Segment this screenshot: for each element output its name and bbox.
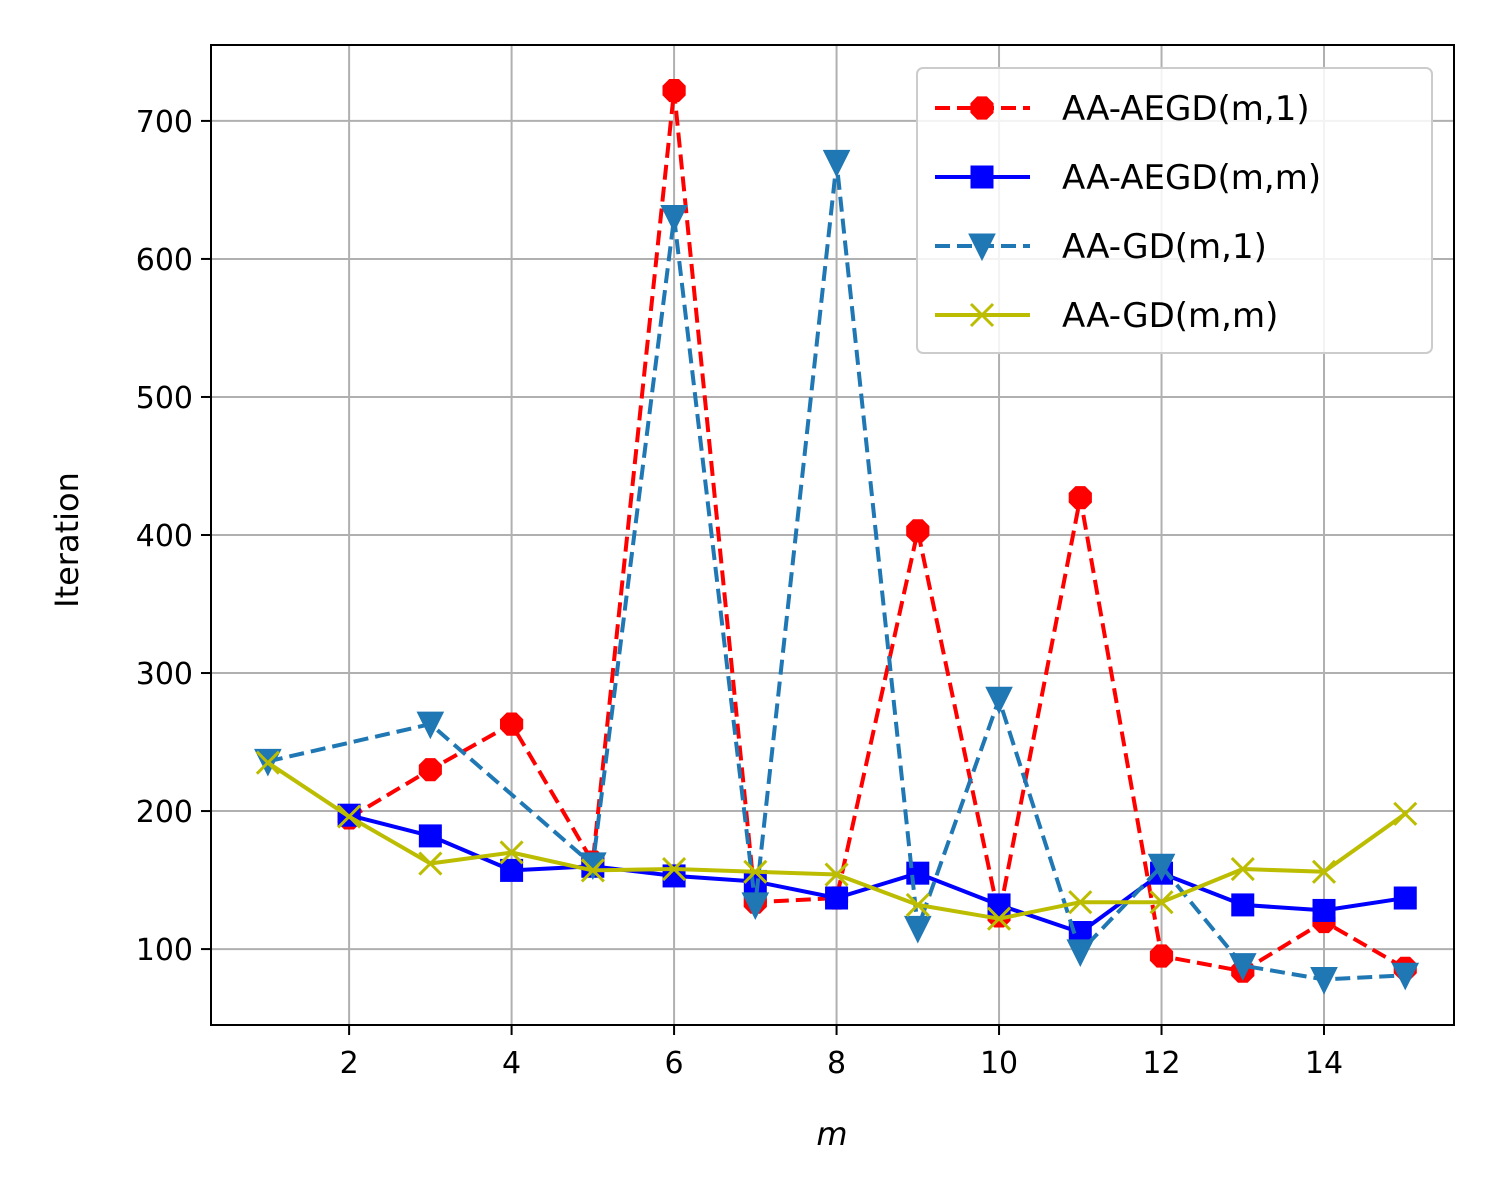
x-tick-label: 14 <box>1305 1046 1343 1081</box>
data-point <box>903 915 932 944</box>
x-tick-label: 4 <box>502 1046 521 1081</box>
data-point <box>1312 898 1336 922</box>
data-point <box>1393 801 1418 826</box>
legend-box <box>916 67 1433 354</box>
y-tick-label: 100 <box>136 933 193 968</box>
data-point <box>986 906 1012 931</box>
legend-swatch-marker <box>970 96 994 120</box>
data-point <box>1147 853 1176 882</box>
data-point-stroke <box>743 859 768 884</box>
legend-item: AA-GD(m,m) <box>935 296 1278 336</box>
data-point <box>822 149 851 178</box>
data-point-stroke <box>905 892 930 917</box>
legend-label: AA-GD(m,m) <box>1062 296 1278 336</box>
data-point-stroke <box>986 906 1012 931</box>
data-point-stroke <box>1068 890 1093 915</box>
data-point <box>418 758 442 782</box>
data-point <box>987 893 1011 917</box>
data-point <box>1149 944 1174 968</box>
data-point <box>662 79 686 103</box>
data-point <box>905 892 930 917</box>
y-tick-label: 200 <box>136 795 193 830</box>
x-tick-label: 2 <box>340 1046 359 1081</box>
data-point <box>1391 962 1420 991</box>
y-tick-label: 600 <box>136 243 193 278</box>
legend-item: AA-AEGD(m,1) <box>935 89 1310 129</box>
data-point <box>500 858 524 882</box>
data-point <box>741 892 770 921</box>
data-point <box>824 862 849 887</box>
x-tick-label: 10 <box>980 1046 1018 1081</box>
data-point <box>1393 886 1417 910</box>
data-point <box>255 750 280 775</box>
y-tick-label: 500 <box>136 381 193 416</box>
ticks: 2 4 6 8 10 12 14 100 200 300 400 500 600 700 <box>136 105 1343 1081</box>
y-tick-label: 300 <box>136 657 193 692</box>
data-point-stroke <box>824 862 849 887</box>
data-point <box>985 686 1013 715</box>
data-point <box>660 205 688 233</box>
legend-item: AA-GD(m,1) <box>935 227 1267 267</box>
data-point <box>418 851 443 876</box>
data-point-stroke <box>1393 801 1418 826</box>
data-point <box>1231 893 1255 917</box>
series-layer <box>254 79 1420 995</box>
y-tick-label: 400 <box>136 519 193 554</box>
data-point-stroke <box>1311 859 1337 884</box>
legend-label: AA-AEGD(m,m) <box>1062 158 1321 198</box>
data-point-stroke <box>499 840 524 865</box>
data-point-stroke <box>418 851 443 876</box>
legend: AA-AEGD(m,1) AA-AEGD(m,m) AA-GD(m,1) AA-GD(… <box>916 67 1433 354</box>
legend-item: AA-AEGD(m,m) <box>935 158 1321 198</box>
data-point <box>825 886 849 910</box>
legend-swatch-marker <box>970 165 994 189</box>
data-point-stroke <box>580 858 605 883</box>
data-point-stroke <box>662 856 687 882</box>
x-tick-label: 8 <box>827 1046 846 1081</box>
series-line <box>348 813 1406 935</box>
series <box>255 750 1418 931</box>
legend-swatch-marker <box>969 302 995 328</box>
y-axis-label: Iteration <box>48 472 86 608</box>
data-point <box>1228 953 1257 981</box>
data-point-stroke <box>255 750 280 775</box>
data-point <box>1068 890 1093 915</box>
legend-swatch-marker <box>968 233 996 262</box>
data-point-stroke <box>1149 890 1174 915</box>
data-point <box>416 711 445 740</box>
data-point <box>1066 939 1095 967</box>
legend-swatch-marker-stroke <box>969 302 995 328</box>
data-point <box>662 856 687 882</box>
legend-label: AA-GD(m,1) <box>1062 227 1267 267</box>
data-point <box>1149 890 1174 915</box>
data-point <box>1230 856 1255 882</box>
data-point <box>418 824 442 848</box>
x-axis-label: m <box>816 1115 847 1153</box>
data-point-stroke <box>1230 856 1255 882</box>
data-point <box>1068 486 1092 510</box>
data-point <box>1311 859 1337 884</box>
data-point <box>743 859 768 884</box>
x-tick-label: 6 <box>665 1046 684 1081</box>
x-tick-label: 12 <box>1142 1046 1180 1081</box>
data-point <box>500 712 524 736</box>
series <box>254 149 1420 995</box>
data-point <box>906 519 930 543</box>
data-point <box>580 858 605 883</box>
legend-label: AA-AEGD(m,1) <box>1062 89 1310 129</box>
data-point <box>499 840 524 865</box>
y-tick-label: 700 <box>136 105 193 140</box>
series-line <box>348 88 1407 974</box>
data-point-stroke <box>337 804 362 829</box>
data-point <box>337 804 362 829</box>
data-point <box>1310 966 1338 995</box>
